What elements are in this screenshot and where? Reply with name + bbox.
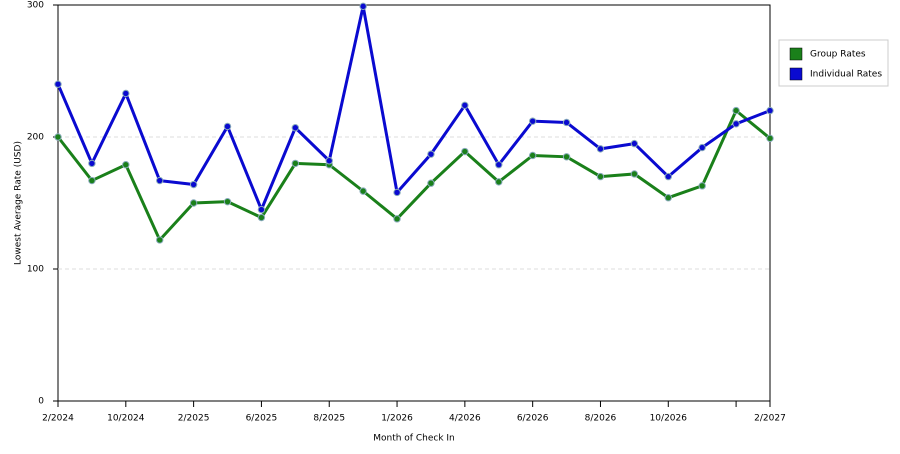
point bbox=[156, 236, 164, 244]
point bbox=[223, 122, 232, 131]
point bbox=[257, 213, 266, 222]
point bbox=[461, 101, 469, 110]
legend-label: Group Rates bbox=[810, 50, 866, 60]
point bbox=[495, 178, 503, 186]
x-tick-label: 2/2024 bbox=[42, 414, 74, 424]
point bbox=[732, 106, 740, 115]
point bbox=[88, 176, 96, 185]
point bbox=[257, 205, 266, 214]
x-tick-label: 4/2026 bbox=[449, 414, 481, 424]
point bbox=[189, 199, 198, 207]
point bbox=[122, 161, 130, 169]
x-tick-label: 8/2025 bbox=[313, 414, 345, 424]
series-line bbox=[56, 108, 771, 243]
legend-label: Individual Rates bbox=[810, 70, 882, 80]
y-axis-label: Lowest Average Rate (USD) bbox=[14, 141, 24, 265]
point bbox=[54, 133, 62, 141]
point bbox=[732, 120, 740, 128]
point bbox=[766, 106, 774, 115]
point bbox=[54, 80, 62, 88]
point bbox=[189, 180, 198, 189]
x-tick-label: 8/2026 bbox=[585, 414, 617, 424]
point bbox=[766, 134, 774, 143]
point bbox=[359, 187, 367, 195]
x-axis-label: Month of Check In bbox=[373, 434, 455, 444]
x-tick-label: 10/2026 bbox=[650, 414, 688, 424]
x-tick-label: 6/2025 bbox=[246, 414, 278, 424]
point bbox=[393, 215, 401, 223]
point bbox=[427, 150, 435, 158]
point bbox=[291, 159, 300, 168]
legend-swatch bbox=[789, 67, 803, 81]
y-tick-label: 300 bbox=[27, 1, 44, 11]
point bbox=[664, 172, 672, 181]
point bbox=[630, 170, 639, 178]
point bbox=[393, 188, 401, 197]
x-tick-label: 6/2026 bbox=[517, 414, 549, 424]
point bbox=[528, 151, 537, 160]
series-line bbox=[56, 5, 771, 214]
y-tick-label: 100 bbox=[27, 265, 44, 275]
point bbox=[359, 2, 367, 11]
point bbox=[156, 176, 164, 185]
plot-frame bbox=[57, 4, 771, 402]
point bbox=[698, 182, 706, 190]
point bbox=[495, 161, 503, 169]
y-tick-label: 0 bbox=[38, 397, 44, 407]
point bbox=[461, 147, 469, 156]
x-tick-label: 2/2027 bbox=[754, 414, 786, 424]
point bbox=[562, 153, 571, 161]
point bbox=[223, 197, 232, 206]
legend-swatch bbox=[789, 47, 803, 61]
x-tick-label: 10/2024 bbox=[107, 414, 145, 424]
point bbox=[325, 157, 333, 165]
point bbox=[698, 143, 706, 152]
x-tick-label: 1/2026 bbox=[381, 414, 413, 424]
point bbox=[427, 179, 435, 187]
y-tick-label: 200 bbox=[27, 133, 44, 143]
point bbox=[596, 172, 605, 181]
point bbox=[122, 89, 130, 98]
point bbox=[88, 159, 96, 168]
point bbox=[596, 145, 605, 153]
point bbox=[291, 124, 300, 132]
x-tick-label: 2/2025 bbox=[178, 414, 210, 424]
point bbox=[528, 117, 537, 125]
point bbox=[664, 194, 672, 202]
point bbox=[630, 139, 639, 148]
point bbox=[562, 118, 571, 127]
